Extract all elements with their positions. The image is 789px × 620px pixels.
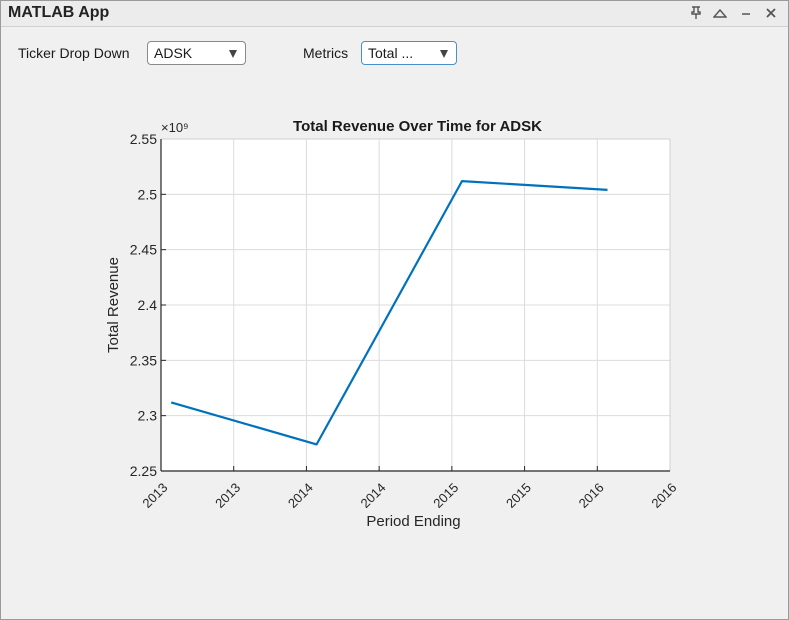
- minimize-icon[interactable]: [736, 3, 756, 23]
- ticker-dropdown[interactable]: ADSK: [147, 41, 246, 65]
- close-icon[interactable]: [761, 3, 781, 23]
- x-tick-label: 2016: [576, 480, 607, 511]
- y-tick-label: 2.25: [130, 463, 157, 479]
- metrics-dropdown[interactable]: Total ...: [361, 41, 457, 65]
- x-tick-label: 2013: [212, 480, 243, 511]
- x-tick-label: 2013: [139, 480, 170, 511]
- y-tick-label: 2.55: [130, 131, 157, 147]
- x-tick-label: 2016: [648, 480, 679, 511]
- x-tick-label: 2014: [358, 480, 389, 511]
- y-tick-label: 2.4: [138, 297, 158, 313]
- x-tick-label: 2014: [285, 480, 316, 511]
- x-axis-label: Period Ending: [366, 513, 460, 530]
- ticker-dropdown-label: Ticker Drop Down: [18, 45, 130, 61]
- y-exponent-label: ×10⁹: [161, 120, 189, 135]
- revenue-chart: 2013 2013 2014 2014 2015 2015 2016 2016 2.25 2.3 2…: [105, 118, 679, 530]
- y-tick-label: 2.3: [138, 408, 158, 424]
- x-tick-label: 2015: [430, 480, 461, 511]
- chart-title: Total Revenue Over Time for ADSK: [293, 118, 542, 135]
- window-title: MATLAB App: [8, 4, 110, 21]
- chevron-down-icon: [229, 50, 237, 58]
- revenue-series-line: [170, 179, 608, 446]
- y-tick-label: 2.5: [138, 186, 158, 202]
- collapse-icon[interactable]: [710, 3, 730, 23]
- ticker-dropdown-value: ADSK: [154, 45, 193, 61]
- x-tick-label: 2015: [503, 480, 534, 511]
- metrics-dropdown-value: Total ...: [368, 45, 414, 61]
- y-axis-label: Total Revenue: [105, 257, 122, 353]
- series-group: [170, 179, 608, 446]
- chevron-down-icon: [440, 50, 448, 58]
- pin-icon[interactable]: [686, 3, 706, 23]
- y-tick-label: 2.35: [130, 352, 157, 368]
- title-bar: MATLAB App: [1, 1, 788, 27]
- metrics-dropdown-label: Metrics: [303, 45, 349, 61]
- y-tick-label: 2.45: [130, 242, 157, 258]
